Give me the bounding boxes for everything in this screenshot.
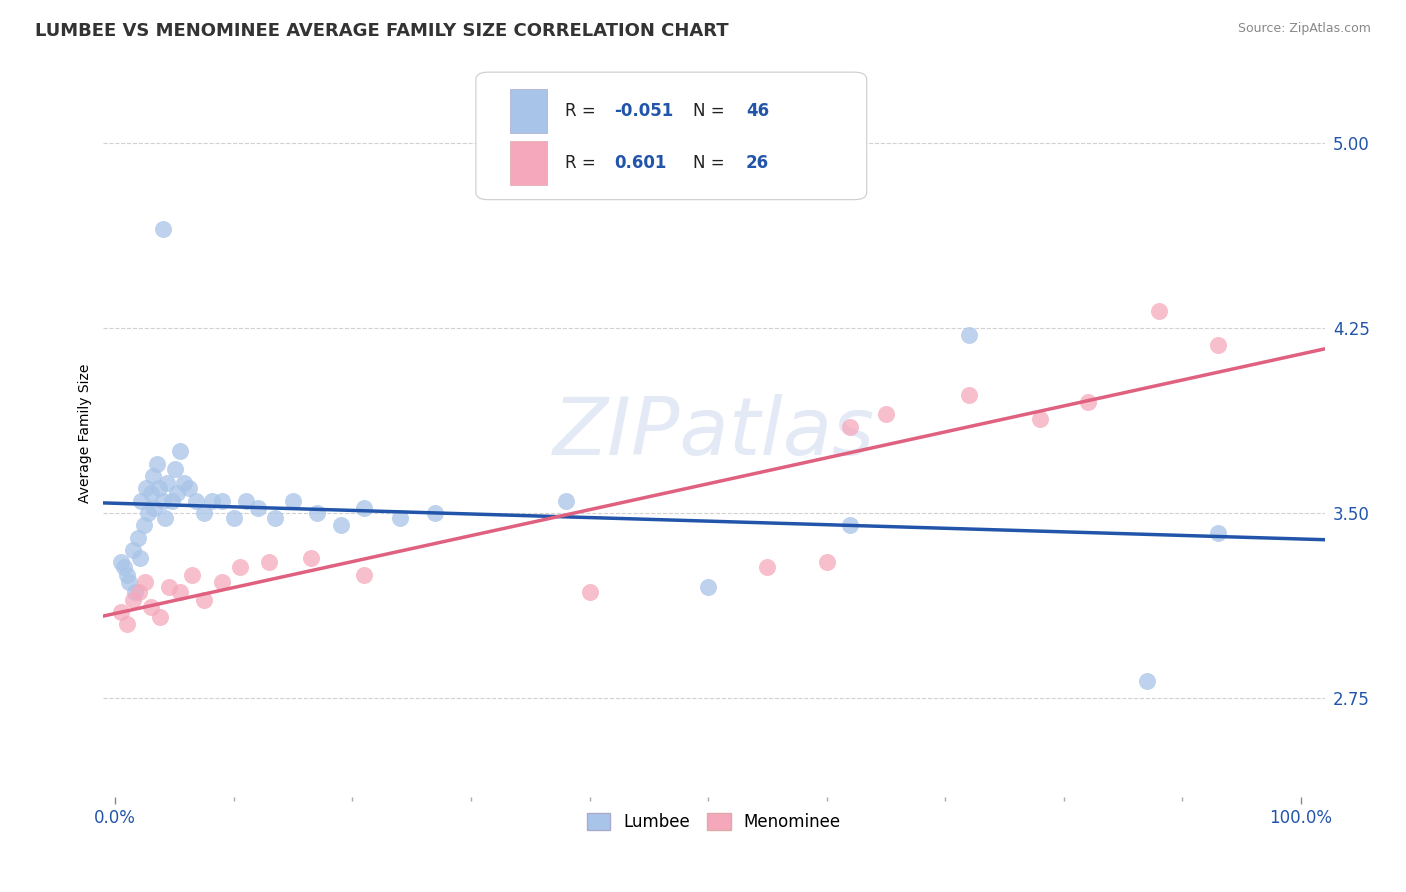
Point: [173, 476, 195, 491]
Point: [115, 617, 138, 632]
Text: 46: 46: [745, 102, 769, 120]
Point: [169, 444, 191, 458]
FancyBboxPatch shape: [510, 89, 547, 133]
Point: [115, 567, 138, 582]
Point: [211, 575, 233, 590]
Point: [815, 556, 838, 570]
Text: 26: 26: [745, 154, 769, 172]
Point: [425, 506, 447, 520]
Point: [139, 599, 162, 614]
Legend: Lumbee, Menominee: Lumbee, Menominee: [579, 805, 849, 839]
Point: [211, 493, 233, 508]
Text: R =: R =: [565, 102, 600, 120]
Text: R =: R =: [565, 154, 600, 172]
Text: ZIPatlas: ZIPatlas: [553, 393, 875, 472]
Point: [246, 501, 269, 516]
Point: [149, 610, 172, 624]
FancyBboxPatch shape: [510, 141, 547, 185]
Point: [235, 493, 257, 508]
Point: [181, 567, 204, 582]
Point: [299, 550, 322, 565]
Point: [132, 518, 155, 533]
Point: [163, 461, 186, 475]
Point: [578, 585, 600, 599]
Point: [134, 575, 156, 590]
Point: [353, 501, 375, 516]
Point: [839, 419, 862, 434]
Point: [697, 580, 720, 594]
Point: [138, 506, 160, 520]
Point: [145, 457, 167, 471]
Point: [131, 493, 153, 508]
Point: [152, 222, 174, 236]
Point: [122, 543, 145, 558]
Point: [142, 469, 165, 483]
Point: [839, 518, 862, 533]
Text: -0.051: -0.051: [614, 102, 673, 120]
Point: [554, 493, 576, 508]
Point: [1029, 412, 1052, 426]
Point: [957, 328, 980, 343]
Point: [222, 511, 245, 525]
Point: [128, 585, 150, 599]
Point: [127, 531, 149, 545]
Point: [1206, 525, 1229, 540]
Point: [160, 493, 183, 508]
Point: [281, 493, 304, 508]
Point: [875, 407, 897, 421]
Point: [1147, 303, 1170, 318]
Point: [229, 560, 252, 574]
Point: [1136, 673, 1159, 688]
Point: [157, 580, 180, 594]
Point: [1077, 395, 1099, 409]
Point: [135, 482, 157, 496]
Point: [122, 592, 145, 607]
Point: [193, 592, 215, 607]
Point: [118, 575, 141, 590]
Text: Source: ZipAtlas.com: Source: ZipAtlas.com: [1237, 22, 1371, 36]
Point: [184, 493, 207, 508]
Point: [305, 506, 328, 520]
Text: N =: N =: [693, 102, 730, 120]
Point: [148, 482, 170, 496]
Point: [143, 501, 166, 516]
Point: [129, 550, 152, 565]
Point: [139, 486, 162, 500]
FancyBboxPatch shape: [475, 72, 866, 200]
Y-axis label: Average Family Size: Average Family Size: [79, 363, 93, 502]
Point: [177, 482, 200, 496]
Point: [353, 567, 375, 582]
Point: [152, 493, 174, 508]
Text: 0.601: 0.601: [614, 154, 666, 172]
Point: [201, 493, 224, 508]
Point: [156, 476, 179, 491]
Point: [756, 560, 779, 574]
Point: [388, 511, 411, 525]
Point: [193, 506, 215, 520]
Point: [166, 486, 188, 500]
Point: [112, 560, 135, 574]
Point: [264, 511, 287, 525]
Point: [957, 387, 980, 401]
Point: [169, 585, 191, 599]
Point: [110, 556, 132, 570]
Point: [110, 605, 132, 619]
Point: [124, 585, 146, 599]
Point: [329, 518, 352, 533]
Point: [1206, 338, 1229, 352]
Text: LUMBEE VS MENOMINEE AVERAGE FAMILY SIZE CORRELATION CHART: LUMBEE VS MENOMINEE AVERAGE FAMILY SIZE …: [35, 22, 728, 40]
Point: [153, 511, 176, 525]
Text: N =: N =: [693, 154, 730, 172]
Point: [259, 556, 281, 570]
